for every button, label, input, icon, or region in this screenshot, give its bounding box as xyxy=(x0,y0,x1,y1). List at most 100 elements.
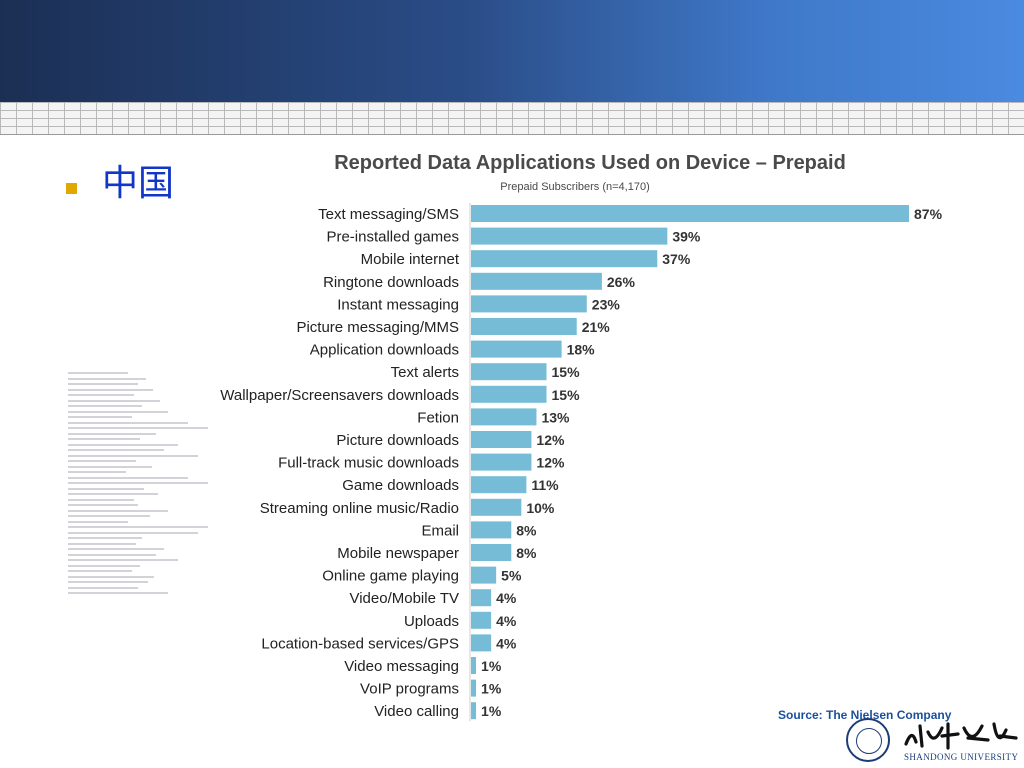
faint-text-line xyxy=(68,526,208,528)
university-seal-icon xyxy=(846,718,890,762)
faint-text-line xyxy=(68,432,156,435)
category-label: Video calling xyxy=(374,703,459,720)
category-label: Ringtone downloads xyxy=(323,274,459,291)
category-label: Uploads xyxy=(404,613,459,630)
data-label: 13% xyxy=(541,409,570,425)
data-label: 15% xyxy=(552,364,581,380)
data-label: 21% xyxy=(582,319,611,335)
faint-text-line xyxy=(68,548,164,550)
faint-text-line xyxy=(68,592,168,594)
faint-text-line xyxy=(68,405,142,407)
university-logo: SHANDONG UNIVERSITY xyxy=(842,714,1020,768)
bar xyxy=(471,544,512,561)
category-label: Text alerts xyxy=(391,364,459,381)
bar xyxy=(471,498,522,516)
faint-text-line xyxy=(68,493,158,495)
faint-text-line xyxy=(68,427,208,429)
faint-text-line xyxy=(68,531,198,534)
data-label: 4% xyxy=(496,635,517,651)
bars-group: Text messaging/SMS 87% Pre-installed games… xyxy=(220,205,943,720)
data-label: 8% xyxy=(516,522,537,538)
faint-text-line xyxy=(68,504,138,506)
bar xyxy=(471,679,477,697)
bar xyxy=(471,227,668,245)
data-label: 15% xyxy=(552,387,581,403)
faint-text-line xyxy=(68,586,138,589)
category-label: VoIP programs xyxy=(360,681,459,698)
bullet-square-icon xyxy=(66,183,77,194)
faint-text-line xyxy=(68,476,188,479)
bullet-text: 中国 xyxy=(102,163,175,204)
faint-text-line xyxy=(68,537,142,539)
logo-calligraphy-icon xyxy=(904,722,1018,750)
data-label: 26% xyxy=(607,274,636,290)
faint-text-line xyxy=(68,564,140,567)
faint-text-line xyxy=(68,394,134,396)
bar xyxy=(471,634,492,652)
faint-text-line xyxy=(68,383,138,385)
faint-text-line xyxy=(68,465,152,468)
faint-text-line xyxy=(68,443,178,446)
data-label: 1% xyxy=(481,703,502,719)
data-label: 12% xyxy=(536,432,565,448)
faint-text-line xyxy=(68,570,132,572)
category-label: Email xyxy=(421,522,459,539)
bar xyxy=(471,250,658,268)
faint-text-line xyxy=(68,399,160,402)
bar xyxy=(471,476,527,494)
chart-subtitle: Prepaid Subscribers (n=4,170) xyxy=(500,181,650,193)
data-label: 11% xyxy=(531,477,559,493)
bar xyxy=(471,318,577,335)
data-label: 39% xyxy=(672,229,701,245)
bar xyxy=(471,272,602,290)
bar xyxy=(471,205,909,222)
category-label: Mobile newspaper xyxy=(337,545,459,562)
faint-text-line xyxy=(68,454,198,457)
category-label: Mobile internet xyxy=(361,251,460,268)
bar xyxy=(471,295,587,313)
faint-text-line xyxy=(68,438,140,440)
faint-text-line xyxy=(68,553,156,556)
bar xyxy=(471,702,477,720)
faint-text-line xyxy=(68,542,136,545)
faint-text-line xyxy=(68,559,178,561)
faint-text-line xyxy=(68,487,144,490)
bar xyxy=(471,611,492,629)
category-label: Text messaging/SMS xyxy=(318,206,459,223)
bar xyxy=(471,385,547,403)
faint-text-line xyxy=(68,421,188,424)
category-label: Application downloads xyxy=(310,342,459,359)
category-label: Full-track music downloads xyxy=(278,455,459,472)
faint-text-line xyxy=(68,515,150,517)
data-label: 5% xyxy=(501,568,522,584)
logo-subtitle: SHANDONG UNIVERSITY xyxy=(904,752,1019,762)
data-label: 10% xyxy=(526,500,555,516)
data-label: 12% xyxy=(536,455,565,471)
faint-text-line xyxy=(68,372,128,374)
data-label: 1% xyxy=(481,658,502,674)
faint-text-line xyxy=(68,482,208,484)
header-band xyxy=(0,0,1024,102)
faint-background-text xyxy=(68,372,218,612)
faint-text-line xyxy=(68,581,148,583)
category-label: Video/Mobile TV xyxy=(349,590,459,607)
data-label: 4% xyxy=(496,613,517,629)
data-label: 4% xyxy=(496,590,517,606)
data-label: 23% xyxy=(592,296,621,312)
faint-text-line xyxy=(68,520,128,523)
bar xyxy=(471,363,547,381)
bar xyxy=(471,589,492,607)
faint-text-line xyxy=(68,377,146,380)
faint-text-line xyxy=(68,388,153,391)
data-label: 1% xyxy=(481,681,502,697)
category-label: Fetion xyxy=(417,409,459,426)
data-label: 87% xyxy=(914,206,943,222)
faint-text-line xyxy=(68,509,168,512)
faint-text-line xyxy=(68,471,126,473)
bar xyxy=(471,521,512,539)
chart-title: Reported Data Applications Used on Devic… xyxy=(334,152,846,174)
data-label: 37% xyxy=(662,251,691,267)
bar xyxy=(471,657,477,674)
category-label: Wallpaper/Screensavers downloads xyxy=(220,387,459,404)
bar xyxy=(471,566,497,584)
